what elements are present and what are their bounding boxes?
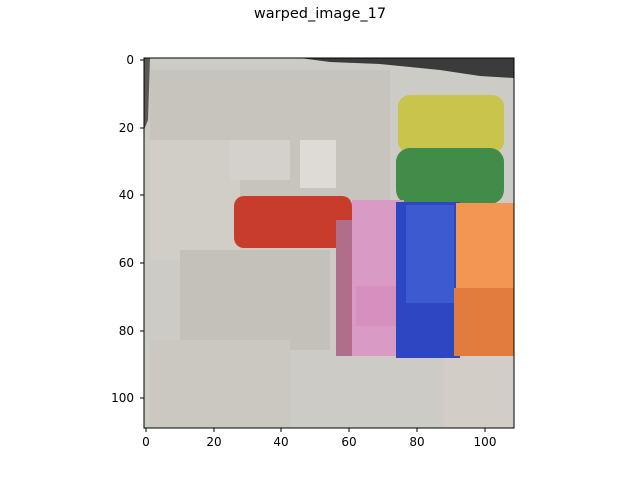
wall-patch-mid [180, 250, 330, 350]
wall-patch-lower [150, 340, 290, 428]
y-tick-label: 40 [119, 188, 134, 202]
y-axis-ticks: 0 20 40 60 80 100 [111, 53, 144, 405]
image-content [144, 58, 514, 428]
yellow-block [398, 95, 504, 153]
wall-patch-right [444, 355, 514, 428]
x-tick-label: 100 [474, 435, 497, 449]
axes-frame [143, 57, 515, 429]
green-block [396, 148, 504, 204]
x-tick-label: 40 [273, 435, 288, 449]
y-tick-label: 0 [126, 53, 134, 67]
x-tick-label: 60 [341, 435, 356, 449]
wall-patch-left [150, 140, 240, 260]
y-tick-label: 20 [119, 121, 134, 135]
x-axis-ticks: 0 20 40 60 80 100 [142, 428, 496, 449]
x-tick-label: 0 [142, 435, 150, 449]
wall-patch-light [230, 140, 290, 180]
blue-block-highlight [406, 205, 454, 303]
light-patch [300, 140, 336, 188]
orange-block-lower [454, 288, 514, 356]
x-tick-label: 20 [206, 435, 221, 449]
pink-block [352, 200, 404, 356]
dark-corner [300, 58, 514, 78]
pink-block-lower [356, 286, 402, 326]
dark-left-edge [144, 58, 150, 130]
y-tick-label: 80 [119, 324, 134, 338]
figure-title: warped_image_17 [253, 6, 387, 22]
x-tick-label: 80 [409, 435, 424, 449]
y-tick-label: 100 [111, 391, 134, 405]
red-block [234, 196, 352, 248]
y-tick-label: 60 [119, 256, 134, 270]
